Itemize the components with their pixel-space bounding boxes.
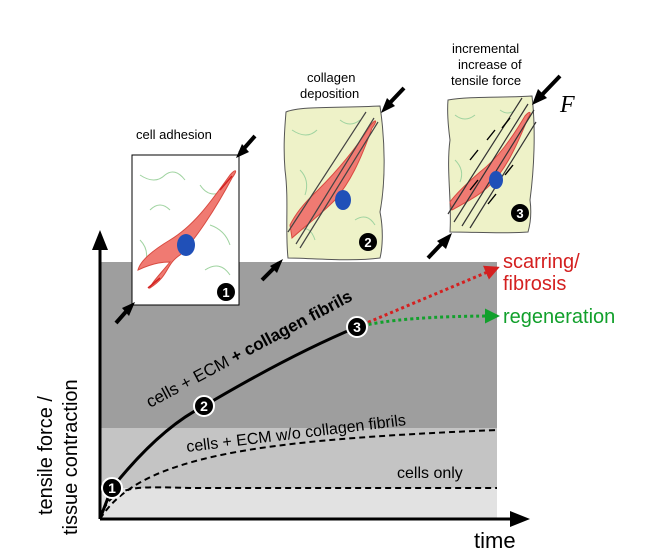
- panel-3-collagen: [447, 97, 537, 229]
- panel-3-nucleus: [489, 171, 503, 189]
- force-symbol: F: [559, 92, 575, 118]
- panel-2-title-line1: collagen: [307, 70, 355, 85]
- marker-3: 3: [346, 316, 368, 338]
- x-axis-arrowhead: [510, 511, 530, 527]
- x-axis-label: time: [474, 528, 516, 553]
- panel-2: 2 collagen deposition: [260, 70, 406, 282]
- axes: [92, 230, 530, 527]
- y-axis-arrowhead: [92, 230, 108, 250]
- marker-1: 1: [101, 477, 123, 499]
- panel-1-number-badge: [217, 283, 235, 301]
- scarring-arrow: [356, 265, 500, 329]
- scarring-label-line1: scarring/: [503, 251, 580, 273]
- panel-3-force-arrows: [469, 117, 514, 205]
- panel-1-nucleus: [177, 234, 195, 256]
- band-low: [100, 488, 497, 519]
- panel-2-fibers: [291, 119, 376, 241]
- panel-2-number: 2: [364, 235, 371, 250]
- regeneration-label: regeneration: [503, 306, 615, 328]
- panel-1-title: cell adhesion: [136, 127, 212, 142]
- panel-3-number-badge: [511, 204, 529, 222]
- panel-3: 3 incremental increase of tensile force …: [426, 41, 575, 260]
- y-axis-label-line2: tissue contraction: [60, 379, 82, 535]
- panel-2-collagen: [287, 111, 379, 249]
- panel-1: 1 cell adhesion: [114, 127, 257, 325]
- panel-1-number: 1: [222, 285, 229, 300]
- band-mid: [100, 428, 497, 488]
- panel-3-number: 3: [516, 206, 523, 221]
- marker-2-label: 2: [200, 398, 208, 414]
- y-axis-label-line1: tensile force /: [35, 396, 57, 515]
- ecm-curve: [99, 429, 498, 520]
- marker-2: 2: [193, 395, 215, 417]
- panel-1-fibers: [139, 171, 231, 276]
- marker-3-label: 3: [353, 319, 361, 335]
- panel-3-title-line3: tensile force: [451, 73, 521, 88]
- panel-2-nucleus: [335, 190, 351, 210]
- marker-1-label: 1: [108, 480, 116, 496]
- panel-3-title-line2: increase of: [458, 57, 522, 72]
- panel-2-number-badge: [359, 233, 377, 251]
- regeneration-arrow: [356, 308, 500, 329]
- panel-3-cell: [449, 111, 531, 211]
- panel-2-title-line2: deposition: [300, 86, 359, 101]
- panel-3-title-line1: incremental: [452, 41, 519, 56]
- cells-only-label: cells only: [397, 465, 463, 482]
- scarring-label-line2: fibrosis: [503, 273, 566, 295]
